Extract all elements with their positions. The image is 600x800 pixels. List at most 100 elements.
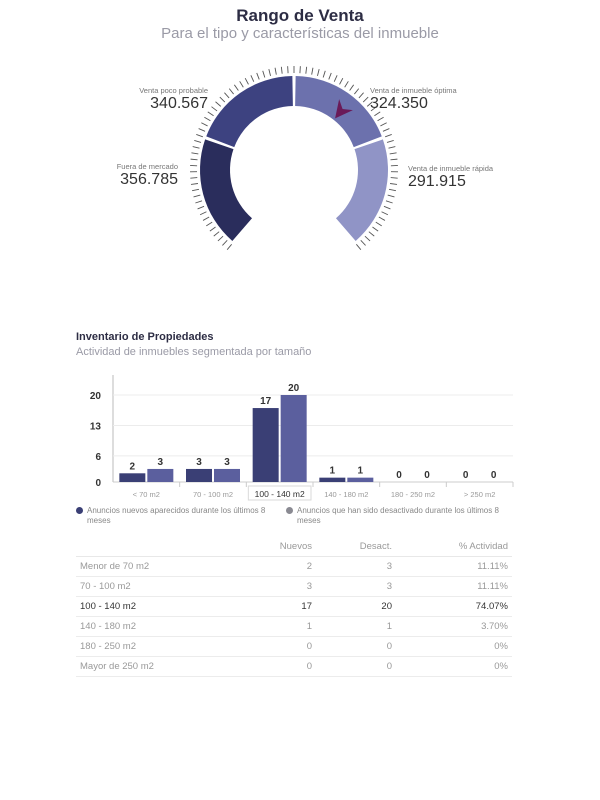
x-tick-label: > 250 m2: [464, 490, 495, 499]
bar-value-label: 1: [358, 466, 364, 477]
y-tick-label: 6: [95, 452, 101, 463]
gauge-tick: [226, 244, 232, 250]
gauge-tick: [213, 231, 220, 237]
table-cell: 20: [316, 596, 396, 617]
gauge-tick: [389, 183, 398, 185]
gauge-tick: [194, 140, 202, 143]
table-cell: 3: [316, 576, 396, 597]
table-header: [76, 537, 216, 557]
x-tick-label: < 70 m2: [133, 490, 160, 499]
gauge-tick: [380, 122, 387, 127]
gauge-tick: [390, 158, 398, 161]
bar: [319, 477, 346, 482]
gauge-label-fast: Venta de inmueble rápida 291.915: [408, 164, 518, 191]
table-row: 180 - 250 m2 0 0 0%: [76, 636, 512, 657]
table-cell: 0: [216, 636, 316, 657]
gauge-tick: [388, 146, 396, 149]
gauge-tick: [375, 221, 382, 227]
table-cell: 140 - 180 m2: [76, 616, 216, 637]
gauge-tick: [366, 101, 373, 107]
x-tick-label: 100 - 140 m2: [255, 489, 305, 499]
gauge-tick: [388, 188, 397, 192]
legend-label: Anuncios que han sido desactivado durant…: [297, 506, 499, 525]
x-tick-label: 140 - 180 m2: [324, 490, 368, 499]
sale-range-gauge: [190, 66, 398, 250]
gauge-title: Rango de Venta: [236, 6, 364, 25]
gauge-tick: [344, 81, 349, 88]
gauge-label-text: Venta de inmueble óptima: [370, 86, 457, 95]
gauge-tick: [244, 77, 249, 85]
bar: [252, 408, 279, 482]
gauge-segment: [335, 139, 389, 241]
x-tick-label: 70 - 100 m2: [193, 490, 233, 499]
gauge-tick: [211, 106, 218, 112]
table-cell: 0: [316, 636, 396, 657]
gauge-tick: [383, 205, 391, 210]
gauge-tick: [224, 92, 230, 99]
table-cell: 100 - 140 m2: [76, 596, 216, 617]
gauge-tick: [317, 68, 320, 76]
gauge-tick: [217, 235, 224, 242]
gauge-label-value: 340.567: [150, 95, 208, 112]
gauge-tick: [197, 205, 205, 210]
table-row: Menor de 70 m2 2 3 11.11%: [76, 556, 512, 577]
gauge-tick: [198, 128, 206, 132]
table-cell: 11.11%: [396, 556, 512, 577]
gauge-tick: [191, 188, 200, 192]
table-row-highlighted: 100 - 140 m2 17 20 74.07%: [76, 596, 512, 617]
bar-value-label: 3: [158, 457, 164, 468]
gauge-tick: [190, 177, 198, 179]
table-cell: 70 - 100 m2: [76, 576, 216, 597]
gauge-tick: [360, 240, 366, 246]
gauge-label-value: 291.915: [408, 173, 466, 190]
gauge-tick: [190, 183, 199, 185]
gauge-tick: [354, 88, 360, 95]
table-header-row: Nuevos Desact. % Actividad: [76, 537, 512, 557]
inventory-bar-chart: 0 6 13 20 2 3 < 70 m2 3 3 70 - 100 m2 17 20 100 - 14…: [90, 375, 514, 501]
gauge-segment: [199, 139, 253, 241]
table-cell: 11.11%: [396, 576, 512, 597]
gauge-label-text: Venta de inmueble rápida: [408, 164, 494, 173]
y-tick-label: 13: [90, 421, 102, 432]
gauge-tick: [386, 140, 394, 143]
table-cell: 74.07%: [396, 596, 512, 617]
gauge-tick: [370, 106, 377, 112]
table-header: Nuevos: [216, 537, 316, 557]
bar-value-label: 0: [396, 470, 402, 481]
bar: [147, 468, 174, 482]
gauge-tick: [339, 77, 344, 85]
gauge-label-optimal: Venta de inmueble óptima 324.350: [370, 86, 480, 113]
gauge-tick: [374, 111, 381, 117]
gauge-label-text: Venta poco probable: [139, 86, 208, 95]
bar-value-label: 3: [224, 457, 230, 468]
legend-label: Anuncios nuevos aparecidos durante los ú…: [87, 506, 266, 525]
gauge-label-value: 356.785: [120, 171, 178, 188]
table-cell: 0: [216, 656, 316, 677]
gauge-tick: [311, 67, 314, 75]
gauge-tick: [250, 75, 255, 82]
table-row: Mayor de 250 m2 0 0 0%: [76, 656, 512, 677]
gauge-tick: [207, 111, 214, 117]
bar: [347, 477, 374, 482]
gauge-tick: [368, 231, 375, 237]
gauge-tick: [333, 75, 338, 82]
gauge-subtitle: Para el tipo y características del inmue…: [161, 25, 439, 42]
gauge-tick: [192, 146, 200, 149]
gauge-tick: [362, 96, 369, 103]
legend-swatch: [76, 507, 83, 514]
gauge-tick: [358, 92, 364, 99]
gauge-tick: [201, 122, 208, 127]
x-tick-label: 180 - 250 m2: [391, 490, 435, 499]
bar: [280, 395, 307, 482]
gauge-tick: [385, 200, 393, 204]
legend-item-deactivated: Anuncios que han sido desactivado durant…: [286, 506, 514, 526]
bar-value-label: 17: [260, 396, 272, 407]
bar: [119, 473, 146, 482]
table-header: Desact.: [316, 537, 396, 557]
gauge-tick: [199, 211, 207, 216]
gauge-tick: [364, 235, 371, 242]
table-cell: 0%: [396, 656, 512, 677]
gauge-tick: [390, 177, 398, 179]
gauge-label-out-of-market: Fuera de mercado 356.785: [100, 162, 178, 189]
gauge-tick: [377, 116, 384, 122]
